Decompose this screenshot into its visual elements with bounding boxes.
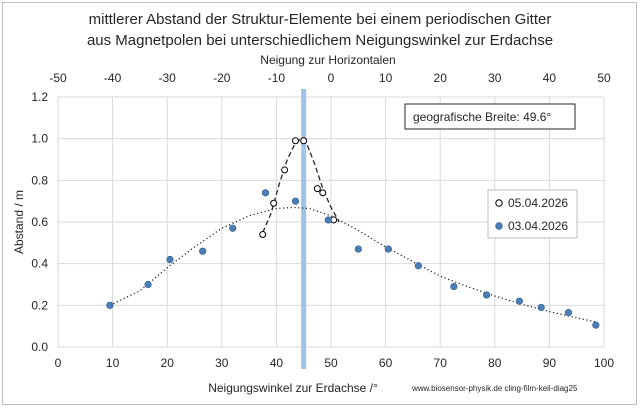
- data-point-series-2: [515, 297, 523, 305]
- data-point-series-2: [291, 197, 300, 205]
- x-tick-label: 60: [379, 356, 393, 370]
- data-point-series-1: [259, 231, 267, 238]
- legend-label-series-2: 03.04.2026: [508, 219, 568, 233]
- annotation-box: geografische Breite: 49.6°: [404, 103, 576, 130]
- y-tick-label: 0.4: [31, 257, 48, 271]
- data-point-series-2: [106, 301, 114, 309]
- top-tick-label: -20: [213, 71, 231, 85]
- data-point-series-2: [564, 309, 573, 317]
- data-point-series-2: [144, 280, 152, 289]
- top-tick-label: 10: [379, 71, 393, 85]
- top-tick-label: 50: [597, 71, 611, 85]
- x-tick-label: 0: [55, 356, 62, 370]
- x-tick-label: 70: [434, 356, 448, 370]
- x-axis-title: Neigungswinkel zur Erdachse /°: [208, 381, 378, 395]
- data-points: [106, 137, 600, 329]
- top-tick-labels: -50 -40 -30 -20 -10 0 10 20 30 40 50: [49, 71, 611, 85]
- y-tick-label: 0.2: [31, 298, 48, 312]
- fit-curve-dotted: [109, 206, 596, 323]
- data-point-series-2: [384, 245, 392, 253]
- data-point-series-1: [270, 199, 278, 207]
- y-tick-label: 0.6: [31, 215, 48, 229]
- y-tick-label: 1.0: [31, 132, 48, 146]
- y-tick-labels: 0.0 0.2 0.4 0.6 0.8 1.0 1.2: [31, 90, 48, 354]
- data-point-series-2: [166, 255, 174, 264]
- source-credit: www.biosensor-physik.de cling-film-keil-…: [411, 384, 578, 393]
- grid: [57, 96, 605, 348]
- data-point-series-1: [319, 189, 327, 197]
- top-tick-label: -10: [268, 71, 286, 85]
- y-tick-label: 1.2: [31, 90, 48, 104]
- top-tick-label: -30: [159, 71, 177, 85]
- legend-marker-series-1: [495, 199, 503, 207]
- top-tick-label: 40: [543, 71, 557, 85]
- x-tick-label: 40: [270, 356, 284, 370]
- data-point-series-2: [537, 303, 545, 312]
- top-tick-label: 0: [328, 71, 335, 85]
- data-point-series-1: [292, 137, 300, 145]
- chart-title-line-1: mittlerer Abstand der Struktur-Elemente …: [89, 11, 552, 28]
- top-tick-label: 20: [434, 71, 448, 85]
- x-tick-label: 20: [161, 356, 175, 370]
- y-tick-label: 0.8: [31, 173, 48, 187]
- legend-label-series-1: 05.04.2026: [508, 196, 568, 210]
- data-point-series-2: [450, 282, 458, 291]
- y-axis-title: Abstand / m: [12, 190, 26, 254]
- top-axis-title: Neigung zur Horizontalen: [260, 53, 395, 67]
- data-point-series-1: [300, 137, 308, 145]
- data-point-series-2: [483, 291, 491, 299]
- top-tick-label: 30: [488, 71, 502, 85]
- x-tick-label: 100: [594, 356, 614, 370]
- x-tick-label: 30: [215, 356, 229, 370]
- legend-marker-series-2: [495, 222, 503, 230]
- x-tick-labels: 0 10 20 30 40 50 60 70 80 90 100: [55, 356, 615, 370]
- data-point-series-2: [592, 321, 600, 329]
- x-tick-label: 10: [106, 356, 120, 370]
- data-point-series-2: [199, 247, 207, 255]
- x-tick-label: 50: [324, 356, 338, 370]
- y-tick-label: 0.0: [31, 340, 48, 354]
- data-point-series-2: [324, 216, 332, 224]
- data-point-series-1: [281, 166, 289, 174]
- legend: 05.04.2026 03.04.2026: [487, 189, 578, 239]
- x-tick-label: 90: [543, 356, 557, 370]
- x-tick-label: 80: [488, 356, 502, 370]
- data-point-series-2: [414, 262, 422, 270]
- data-point-series-1: [313, 185, 321, 193]
- data-point-series-2: [229, 224, 237, 232]
- top-tick-label: -40: [104, 71, 122, 85]
- data-point-series-2: [261, 189, 270, 197]
- top-tick-label: -50: [49, 71, 67, 85]
- annotation-text: geografische Breite: 49.6°: [413, 110, 551, 124]
- data-point-series-2: [354, 245, 362, 253]
- chart-title-line-2: aus Magnetpolen bei unterschiedlichem Ne…: [87, 32, 553, 49]
